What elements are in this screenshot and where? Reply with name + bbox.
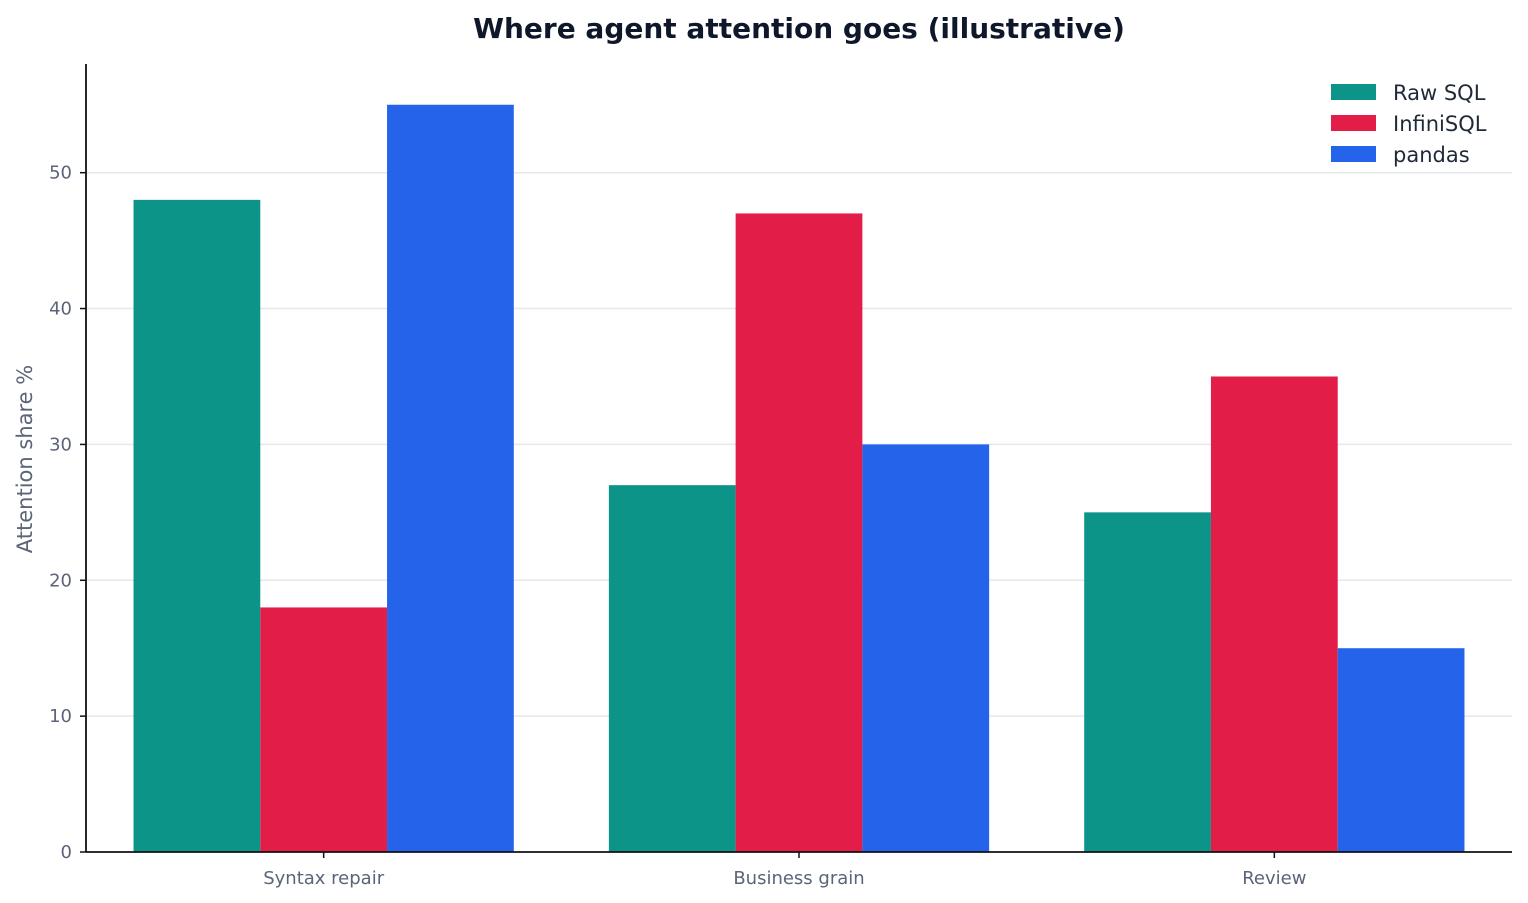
bar-pandas-syntax-repair <box>387 104 514 853</box>
y-tick-label: 50 <box>49 163 72 184</box>
y-tick-label: 0 <box>61 842 72 863</box>
legend-swatch <box>1331 84 1376 100</box>
y-axis-label: Attention share % <box>13 365 37 553</box>
bar-infinisql-syntax-repair <box>260 607 388 852</box>
x-tick-label: Syntax repair <box>263 868 384 889</box>
legend: Raw SQL InfiniSQL pandas <box>1331 81 1487 167</box>
x-tick-label: Review <box>1242 868 1306 889</box>
bar-raw-sql-business-grain <box>608 485 736 852</box>
bar-infinisql-review <box>1210 376 1338 852</box>
y-tick-label: 40 <box>49 299 72 320</box>
chart-title: Where agent attention goes (illustrative… <box>473 12 1125 45</box>
bar-pandas-review <box>1337 648 1465 852</box>
axes <box>80 64 1512 858</box>
legend-swatch <box>1331 146 1376 162</box>
legend-label: pandas <box>1393 143 1470 167</box>
legend-label: Raw SQL <box>1393 81 1486 105</box>
bar-infinisql-business-grain <box>735 213 863 853</box>
y-tick-label: 10 <box>49 706 72 727</box>
bar-raw-sql-review <box>1084 512 1211 852</box>
bar-pandas-business-grain <box>862 444 990 852</box>
y-tick-label: 20 <box>49 570 72 591</box>
y-tick-label: 30 <box>49 434 72 455</box>
tick-labels: 0 10 20 30 40 50 Syntax repair Business grain Re… <box>49 163 1306 889</box>
legend-label: InfiniSQL <box>1393 112 1487 136</box>
x-tick-label: Business grain <box>733 868 864 889</box>
bar-raw-sql-syntax-repair <box>133 199 261 853</box>
legend-swatch <box>1331 115 1376 131</box>
bars <box>133 104 1465 853</box>
